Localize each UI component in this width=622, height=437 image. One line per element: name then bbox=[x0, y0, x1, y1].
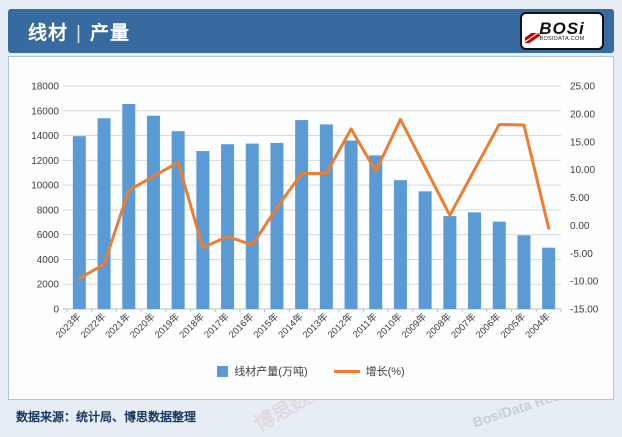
x-axis-category-label: 2013年 bbox=[300, 310, 331, 341]
production-bar bbox=[146, 115, 160, 309]
production-bar bbox=[344, 140, 358, 309]
left-axis-tick-label: 14000 bbox=[31, 131, 59, 142]
x-axis-category-label: 2017年 bbox=[202, 310, 233, 341]
left-axis-tick-label: 6000 bbox=[37, 230, 60, 241]
left-axis-tick-label: 16000 bbox=[31, 106, 59, 117]
right-axis-tick-label: 0.00 bbox=[570, 221, 590, 232]
x-axis-category-label: 2010年 bbox=[374, 310, 405, 341]
x-axis-category-label: 2009年 bbox=[399, 310, 430, 341]
combo-chart: 0 2000 4000 6000 8000 10000 12000 14000 16000 180… bbox=[31, 82, 599, 341]
legend-item-production: 线材产量(万吨) bbox=[217, 363, 308, 379]
x-axis-category-label: 2020年 bbox=[127, 310, 158, 341]
production-bar bbox=[517, 235, 531, 309]
right-axis-tick-label: -5.00 bbox=[570, 249, 593, 260]
left-axis-tick-label: 8000 bbox=[37, 205, 60, 216]
chart-legend: 线材产量(万吨) 增长(%) bbox=[0, 363, 622, 379]
production-bar bbox=[319, 124, 333, 310]
right-axis-tick-label: 20.00 bbox=[570, 109, 595, 120]
x-axis-category-label: 2005年 bbox=[498, 310, 529, 341]
growth-line bbox=[77, 117, 551, 280]
right-axis-tick-label: -15.00 bbox=[570, 305, 599, 316]
x-axis-category-label: 2012年 bbox=[325, 310, 356, 341]
production-bar bbox=[171, 131, 185, 309]
production-bar bbox=[97, 118, 111, 309]
x-axis-category-label: 2007年 bbox=[449, 310, 480, 341]
right-axis-tick-label: 10.00 bbox=[570, 165, 595, 176]
production-bar bbox=[245, 143, 259, 309]
x-axis-category-label: 2014年 bbox=[276, 310, 307, 341]
production-bar bbox=[196, 151, 210, 309]
production-bar bbox=[270, 142, 284, 309]
right-axis-tick-label: -10.00 bbox=[570, 277, 599, 288]
x-axis-category-label: 2022年 bbox=[78, 310, 109, 341]
right-axis-tick-label: 15.00 bbox=[570, 137, 595, 148]
line-swatch-icon bbox=[333, 369, 360, 373]
production-bar bbox=[443, 216, 457, 309]
logo-text: BOSi bbox=[539, 18, 585, 38]
production-bar bbox=[221, 144, 235, 309]
left-axis-tick-label: 12000 bbox=[31, 156, 59, 167]
x-axis-category-label: 2008年 bbox=[424, 310, 455, 341]
production-bar bbox=[468, 212, 482, 309]
production-bar bbox=[369, 155, 383, 309]
x-axis-category-label: 2011年 bbox=[350, 310, 380, 340]
title-left: 线材 bbox=[28, 22, 69, 44]
chart-card: 0 2000 4000 6000 8000 10000 12000 14000 16000 180… bbox=[8, 56, 614, 400]
bar-swatch-icon bbox=[217, 365, 229, 377]
x-axis-category-label: 2006年 bbox=[473, 310, 504, 341]
production-bar bbox=[542, 247, 556, 309]
left-axis-tick-label: 2000 bbox=[37, 280, 60, 291]
left-axis-tick-label: 18000 bbox=[31, 82, 59, 93]
left-axis-tick-label: 0 bbox=[53, 305, 59, 316]
bosi-logo: BOSi BOSIDATA.COM bbox=[520, 12, 604, 50]
legend-label-growth: 增长(%) bbox=[365, 366, 405, 378]
title-separator: | bbox=[76, 22, 82, 44]
right-axis-tick-label: 5.00 bbox=[570, 193, 590, 204]
production-bar bbox=[492, 221, 506, 309]
production-bar bbox=[72, 136, 86, 309]
report-header: 线材 | 产量 BOSi BOSIDATA.COM bbox=[8, 9, 614, 53]
x-axis-category-label: 2018年 bbox=[177, 310, 208, 341]
left-axis-tick-label: 4000 bbox=[37, 255, 60, 266]
logo-stripes-icon bbox=[525, 33, 541, 43]
data-source-note: 数据来源：统计局、博思数据整理 bbox=[16, 410, 197, 424]
x-axis-category-label: 2004年 bbox=[523, 310, 554, 341]
production-bar bbox=[418, 191, 432, 309]
x-axis-category-label: 2015年 bbox=[251, 310, 282, 341]
production-bar bbox=[393, 180, 407, 309]
right-axis-tick-label: 25.00 bbox=[570, 82, 595, 93]
x-axis-category-label: 2019年 bbox=[152, 310, 183, 341]
production-bar bbox=[122, 103, 136, 309]
production-bar bbox=[295, 120, 309, 309]
title-right: 产量 bbox=[89, 22, 130, 44]
x-axis-category-label: 2016年 bbox=[226, 310, 257, 341]
page-title: 线材 | 产量 bbox=[28, 18, 130, 45]
logo-subtext: BOSIDATA.COM bbox=[539, 35, 585, 42]
left-axis-tick-label: 10000 bbox=[31, 181, 59, 192]
legend-label-production: 线材产量(万吨) bbox=[234, 366, 308, 378]
x-axis-category-label: 2021年 bbox=[103, 310, 134, 341]
legend-item-growth: 增长(%) bbox=[333, 363, 405, 379]
